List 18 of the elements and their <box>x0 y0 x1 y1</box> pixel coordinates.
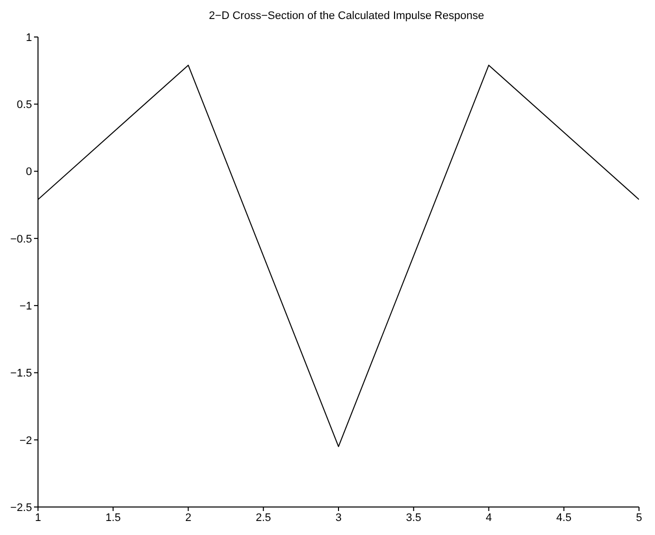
x-tick-label: 5 <box>636 512 642 524</box>
x-tick-label: 1.5 <box>105 512 121 524</box>
y-tick-label: −0.5 <box>10 233 32 246</box>
y-tick-label: 1 <box>26 32 32 44</box>
x-tick-label: 2 <box>185 512 192 524</box>
y-tick-label: 0 <box>26 166 32 178</box>
chart-title: 2−D Cross−Section of the Calculated Impulse Response <box>208 10 486 22</box>
x-tick-label: 4 <box>486 512 492 524</box>
y-tick-label: −1 <box>19 300 32 312</box>
y-tick-label: −2.5 <box>10 502 32 514</box>
x-tick-label: 1 <box>34 512 42 524</box>
x-tick-label: 2.5 <box>256 512 272 524</box>
y-tick-label: −1.5 <box>10 368 32 380</box>
y-tick-label: −2 <box>19 434 32 447</box>
x-tick-label: 4.5 <box>556 512 572 524</box>
y-tick-label: 0.5 <box>16 99 32 112</box>
x-tick-label: 3.5 <box>406 512 422 524</box>
x-tick-label: 3 <box>335 512 342 524</box>
